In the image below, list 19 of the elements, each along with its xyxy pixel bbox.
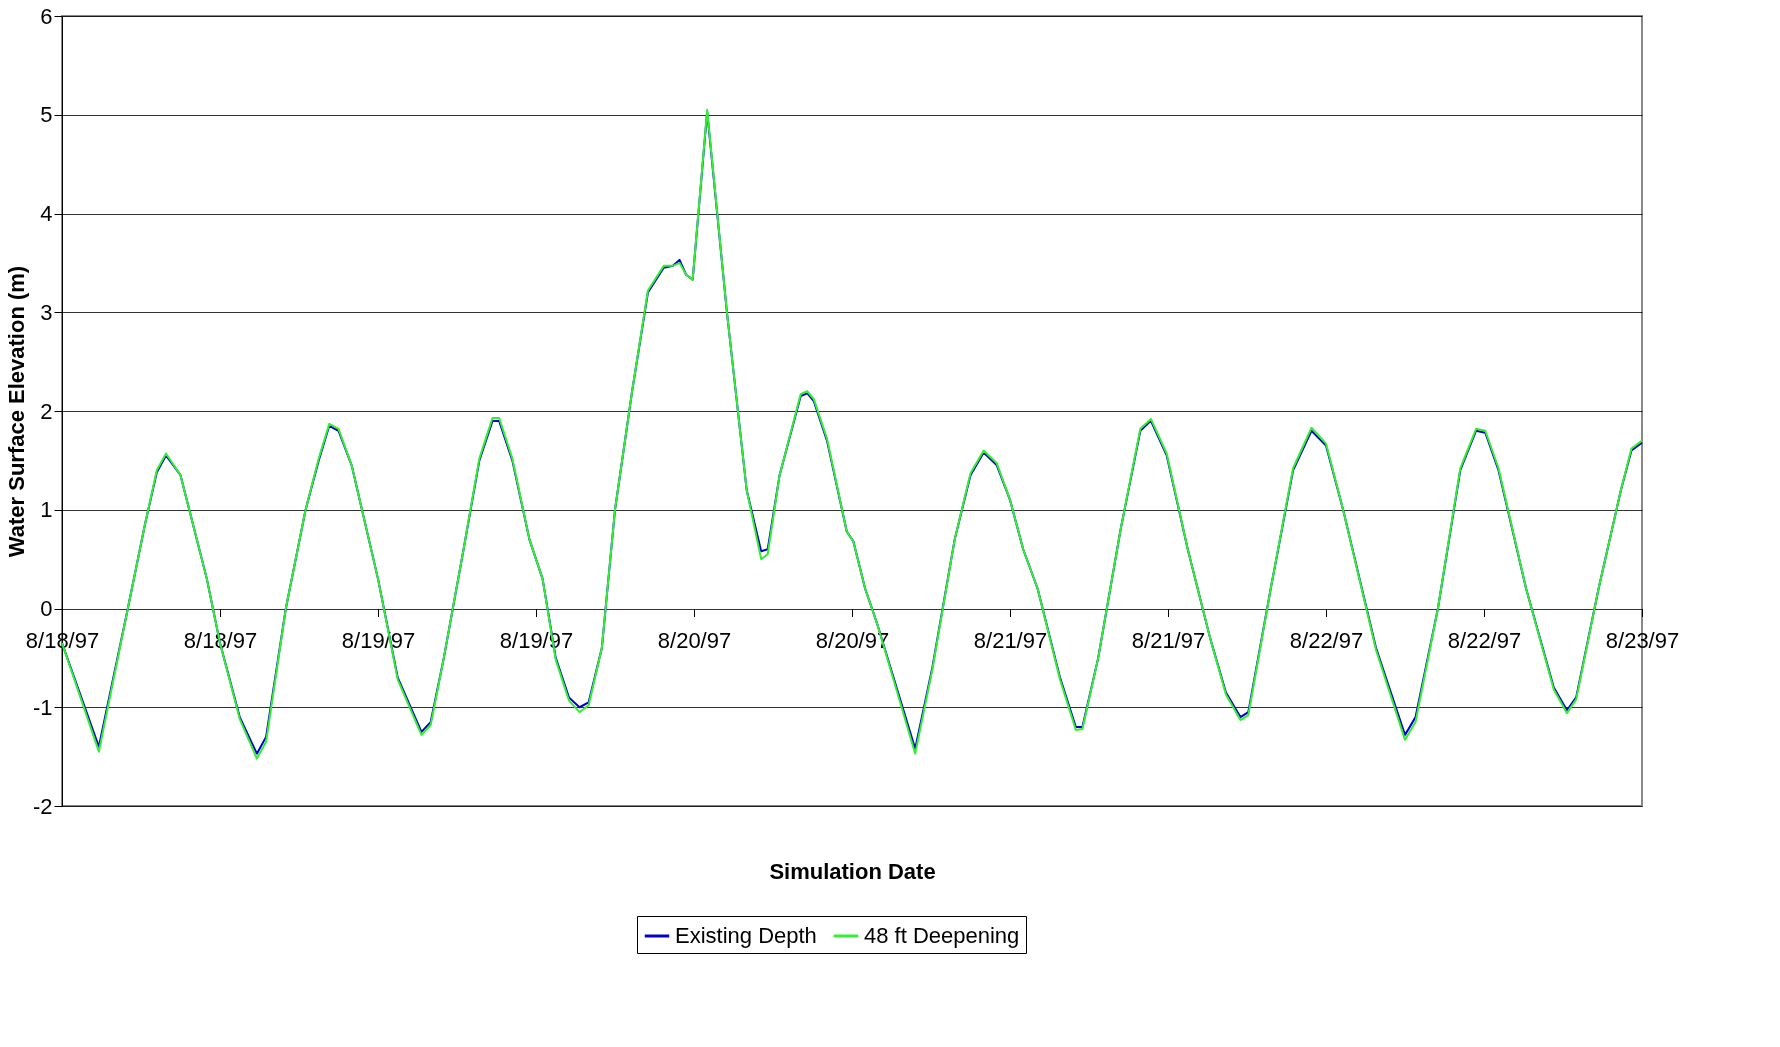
y-tick-label: 6	[40, 3, 53, 29]
y-tick-label: -2	[32, 793, 53, 819]
legend-label: 48 ft Deepening	[864, 923, 1020, 948]
y-tick-label: -1	[32, 694, 53, 720]
y-tick-label: 1	[40, 497, 53, 523]
x-axis-title: Simulation Date	[769, 858, 936, 884]
y-tick-label: 4	[40, 201, 53, 226]
x-tick-label: 8/22/97	[1447, 628, 1522, 653]
x-tick-label: 8/20/97	[657, 628, 732, 653]
y-axis-title: Water Surface Elevation (m)	[3, 265, 29, 558]
legend-label: Existing Depth	[675, 923, 817, 948]
y-tick-label: 5	[40, 102, 53, 128]
x-tick-label: 8/22/97	[1289, 628, 1364, 653]
x-tick-label: 8/21/97	[973, 628, 1048, 653]
x-tick-label: 8/23/97	[1605, 628, 1680, 653]
y-tick-label: 0	[40, 596, 53, 621]
x-tick-label: 8/21/97	[1131, 628, 1206, 653]
y-tick-label: 2	[40, 398, 53, 424]
y-tick-label: 3	[40, 299, 53, 325]
